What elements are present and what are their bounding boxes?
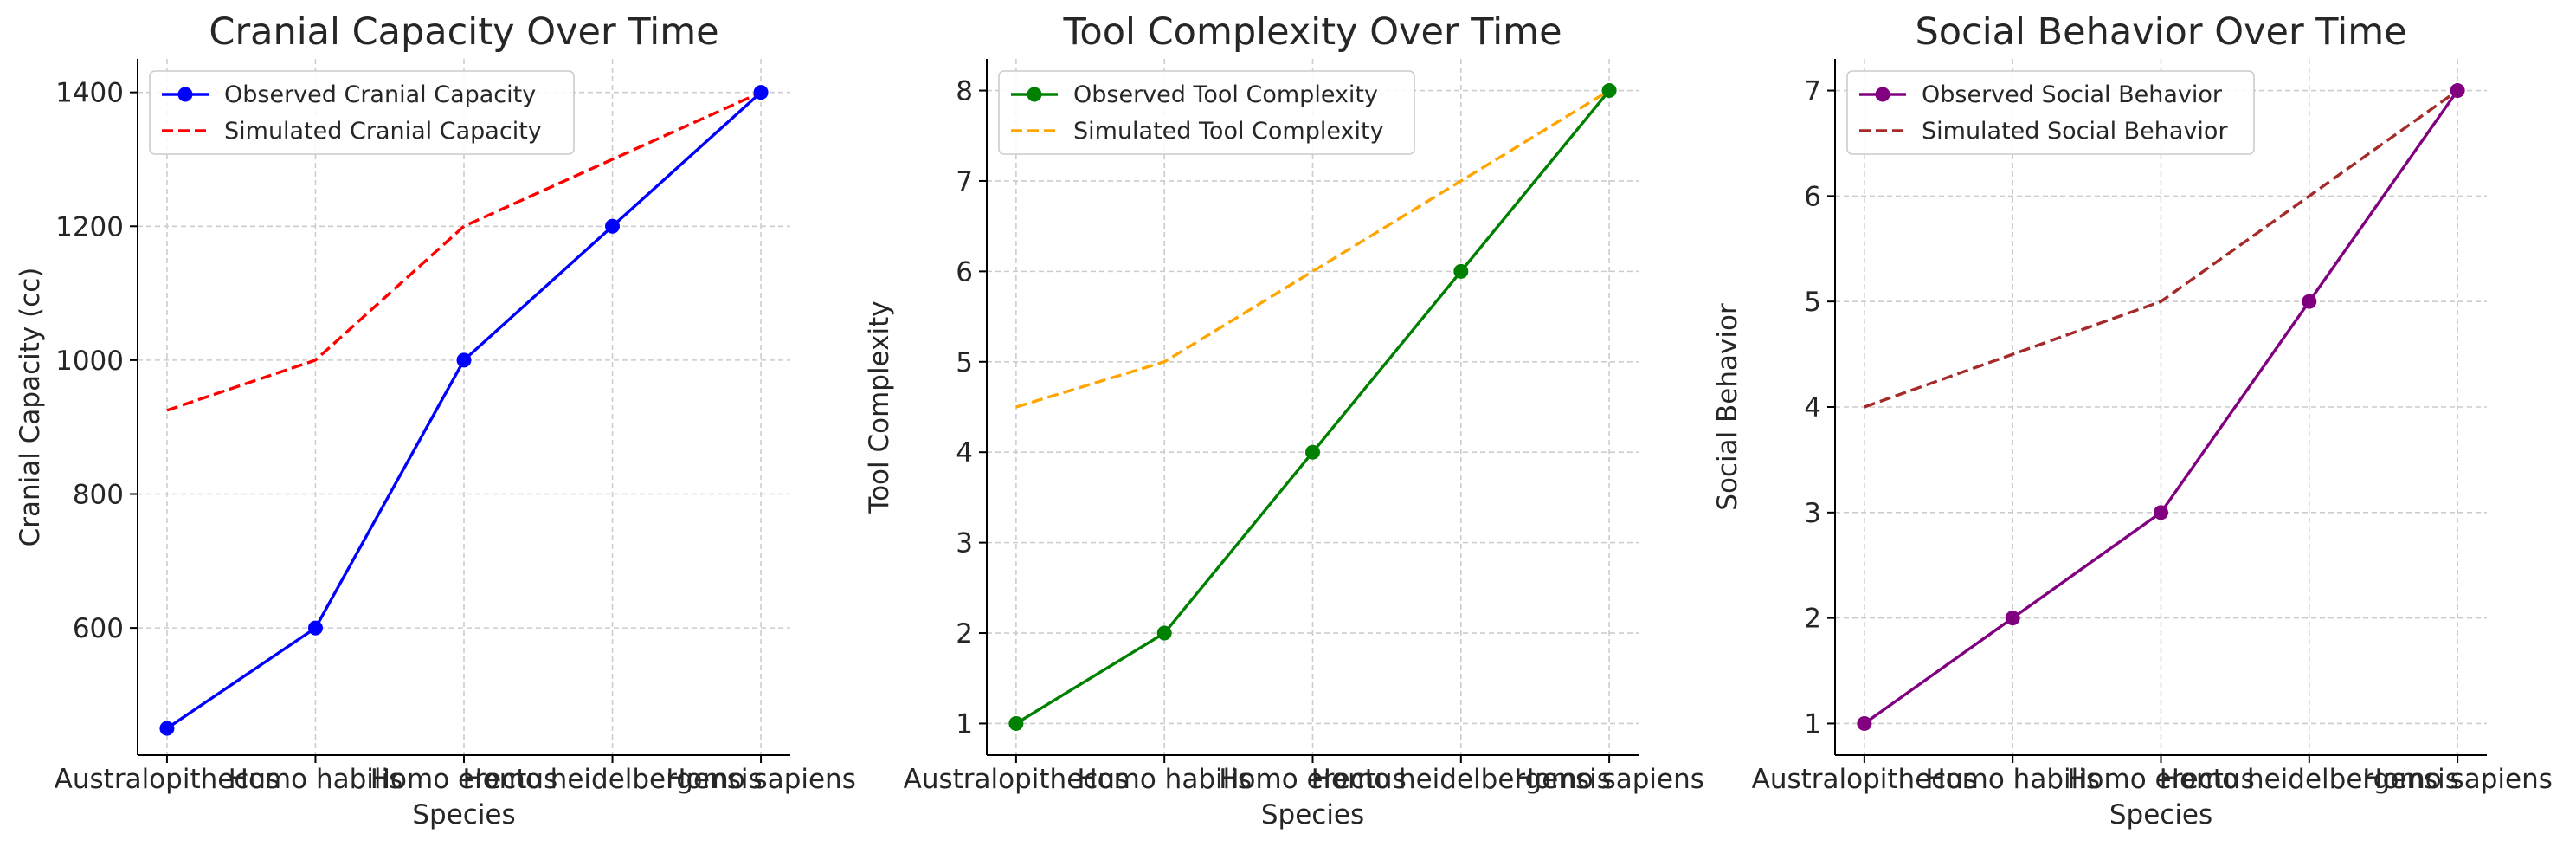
data-point xyxy=(2154,505,2168,520)
data-point xyxy=(159,721,175,736)
x-tick-label: Australopithecus xyxy=(904,764,1130,795)
y-tick-label: 800 xyxy=(73,480,124,511)
series-line xyxy=(1864,89,2459,409)
y-tick-label: 3 xyxy=(1804,498,1821,529)
x-axis-label: Species xyxy=(412,799,515,830)
data-point xyxy=(2005,611,2020,626)
data-point xyxy=(1601,83,1617,99)
x-tick-label: Homo erectus xyxy=(2067,764,2255,795)
y-tick-label: 6 xyxy=(1804,181,1821,212)
y-tick-label: 8 xyxy=(956,76,973,107)
data-point xyxy=(1156,625,1172,641)
x-axis-label: Species xyxy=(2109,799,2212,830)
x-tick-label: Homo heidelbergensis xyxy=(1311,764,1611,795)
y-tick-label: 2 xyxy=(956,618,973,649)
series-line xyxy=(166,91,762,412)
x-tick-label: Homo habilis xyxy=(1925,764,2100,795)
x-tick-label: Homo heidelbergensis xyxy=(2160,764,2459,795)
x-tick-label: Australopithecus xyxy=(1752,764,1978,795)
chart-title: Tool Complexity Over Time xyxy=(1062,10,1562,54)
x-axis-label: Species xyxy=(1261,799,1364,830)
data-point xyxy=(307,620,323,636)
x-tick-label: Homo sapiens xyxy=(666,764,856,795)
data-point xyxy=(456,352,472,368)
legend-box xyxy=(1846,70,2255,155)
y-tick-label: 1 xyxy=(1804,708,1821,740)
data-point xyxy=(2450,83,2465,99)
y-axis-label: Tool Complexity xyxy=(864,300,895,514)
data-point xyxy=(1453,263,1469,279)
y-tick-label: 1400 xyxy=(55,78,124,109)
x-tick-label: Homo erectus xyxy=(370,764,558,795)
x-tick-label: Homo habilis xyxy=(1077,764,1252,795)
legend-label: Simulated Social Behavior xyxy=(1922,118,2228,145)
data-point xyxy=(605,218,621,234)
legend-marker xyxy=(1875,87,1890,102)
y-tick-label: 1200 xyxy=(55,211,124,242)
y-axis-label: Social Behavior xyxy=(1712,303,1743,511)
y-tick-label: 1000 xyxy=(55,346,124,377)
x-tick-label: Homo sapiens xyxy=(1514,764,1704,795)
x-tick-label: Homo erectus xyxy=(1219,764,1407,795)
y-tick-label: 2 xyxy=(1804,604,1821,635)
legend-label: Observed Social Behavior xyxy=(1922,81,2223,108)
legend-box xyxy=(998,70,1415,155)
data-point xyxy=(1305,444,1320,460)
legend-label: Simulated Tool Complexity xyxy=(1073,118,1384,145)
legend-marker xyxy=(1027,87,1042,102)
legend-box xyxy=(149,70,575,155)
data-point xyxy=(753,85,769,100)
x-tick-label: Homo habilis xyxy=(229,764,403,795)
data-point xyxy=(1008,715,1024,731)
x-tick-label: Homo heidelbergensis xyxy=(462,764,762,795)
y-tick-label: 4 xyxy=(1804,392,1821,423)
legend-label: Observed Tool Complexity xyxy=(1073,81,1378,108)
y-tick-label: 6 xyxy=(956,256,973,288)
y-tick-label: 600 xyxy=(73,613,124,644)
y-tick-label: 1 xyxy=(956,708,973,740)
data-point xyxy=(1857,715,1872,731)
x-tick-label: Australopithecus xyxy=(55,764,280,795)
series-line xyxy=(1015,89,1610,409)
legend-label: Simulated Cranial Capacity xyxy=(224,118,542,145)
data-point xyxy=(2302,294,2317,309)
y-tick-label: 5 xyxy=(1804,287,1821,318)
x-tick-label: Homo sapiens xyxy=(2362,764,2553,795)
y-tick-label: 7 xyxy=(956,166,973,197)
chart-title: Cranial Capacity Over Time xyxy=(209,10,718,54)
y-tick-label: 4 xyxy=(956,437,973,469)
y-tick-label: 7 xyxy=(1804,76,1821,107)
y-tick-label: 5 xyxy=(956,347,973,378)
legend-marker xyxy=(177,87,193,102)
legend-label: Observed Cranial Capacity xyxy=(224,81,536,108)
y-axis-label: Cranial Capacity (cc) xyxy=(15,268,46,547)
y-tick-label: 3 xyxy=(956,528,973,559)
chart-title: Social Behavior Over Time xyxy=(1915,10,2406,54)
